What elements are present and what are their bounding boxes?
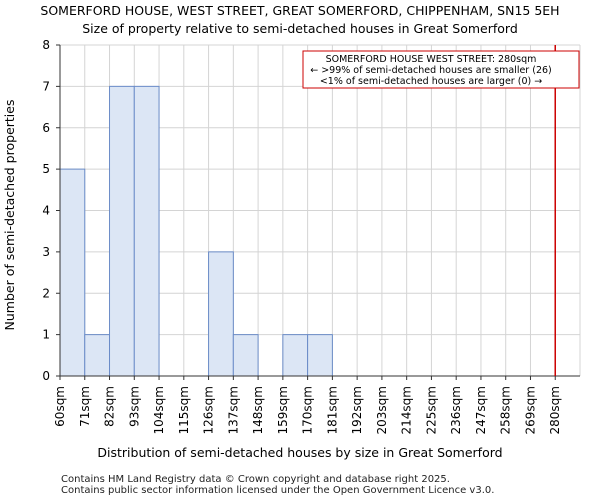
x-tick-label-159sqm: 159sqm [276, 386, 290, 434]
annotation-box: SOMERFORD HOUSE WEST STREET: 280sqm ← >9… [302, 50, 580, 89]
y-tick-label-6: 6 [42, 121, 50, 135]
x-axis-label: Distribution of semi-detached houses by … [97, 445, 502, 460]
y-tick-label-3: 3 [42, 245, 50, 259]
bar-82sqm [109, 85, 135, 377]
chart-title: SOMERFORD HOUSE, WEST STREET, GREAT SOME… [40, 3, 560, 18]
x-tick-label-258sqm: 258sqm [499, 386, 513, 434]
bar-71sqm [84, 334, 111, 377]
bar-60sqm [59, 168, 86, 377]
x-tick-label-214sqm: 214sqm [400, 386, 414, 434]
x-tick-label-104sqm: 104sqm [152, 386, 166, 434]
x-tick-label-236sqm: 236sqm [449, 386, 463, 434]
x-tick-label-137sqm: 137sqm [226, 386, 240, 434]
bar-170sqm [307, 334, 333, 377]
y-tick-label-0: 0 [42, 369, 50, 383]
y-tick-label-8: 8 [42, 38, 50, 52]
bars [59, 85, 333, 377]
annotation-line-1: SOMERFORD HOUSE WEST STREET: 280sqm [326, 54, 537, 65]
x-tick-label-82sqm: 82sqm [103, 386, 117, 427]
annotation-border [302, 50, 580, 89]
x-tick-label-93sqm: 93sqm [127, 386, 141, 427]
bar-159sqm [282, 334, 309, 377]
x-tick-label-181sqm: 181sqm [325, 386, 339, 434]
x-tick-label-148sqm: 148sqm [251, 386, 265, 434]
x-tick-label-192sqm: 192sqm [350, 386, 364, 434]
x-tick-label-60sqm: 60sqm [53, 386, 67, 427]
y-tick-label-4: 4 [42, 204, 50, 218]
x-tick-label-269sqm: 269sqm [523, 386, 537, 434]
bar-137sqm [232, 334, 259, 377]
bar-126sqm [208, 251, 234, 377]
y-axis-label: Number of semi-detached properties [2, 100, 17, 331]
annotation-line-3: <1% of semi-detached houses are larger (… [320, 76, 542, 87]
y-tick-labels: 0 1 2 3 4 5 6 7 8 [42, 38, 60, 383]
annotation-line-2: ← >99% of semi-detached houses are small… [310, 65, 552, 76]
x-tick-label-71sqm: 71sqm [78, 386, 92, 427]
x-tick-label-170sqm: 170sqm [301, 386, 315, 434]
y-tick-label-1: 1 [42, 328, 50, 342]
y-tick-label-5: 5 [42, 162, 50, 176]
x-tick-label-247sqm: 247sqm [474, 386, 488, 434]
y-tick-label-7: 7 [42, 79, 50, 93]
chart-subtitle: Size of property relative to semi-detach… [82, 21, 518, 36]
x-tick-label-280sqm: 280sqm [548, 386, 562, 434]
y-tick-label-2: 2 [42, 286, 50, 300]
bar-93sqm [133, 85, 160, 377]
footer-line-1: Contains HM Land Registry data © Crown c… [61, 474, 450, 485]
x-tick-label-203sqm: 203sqm [375, 386, 389, 434]
x-tick-label-115sqm: 115sqm [177, 386, 191, 434]
x-tick-label-126sqm: 126sqm [202, 386, 216, 434]
x-tick-label-225sqm: 225sqm [424, 386, 438, 434]
footer-line-2: Contains public sector information licen… [61, 485, 495, 496]
x-tick-labels: 60sqm 71sqm 82sqm 93sqm 104sqm 115sqm 126sqm 13… [53, 376, 562, 434]
